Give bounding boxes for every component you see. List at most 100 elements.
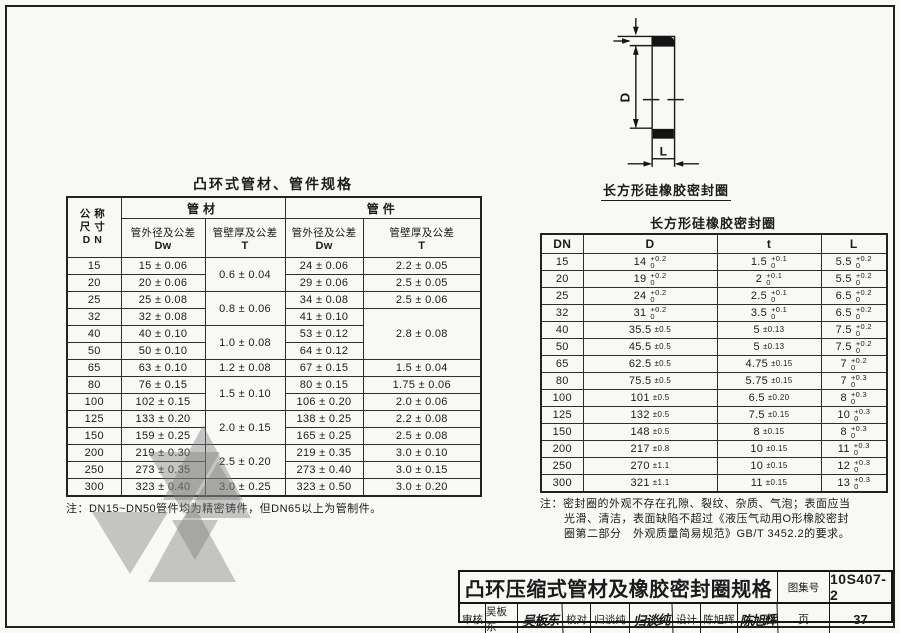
- seal-ring-figure-label: 长方形硅橡胶密封圈: [566, 180, 766, 201]
- table-row: 32 32 ± 0.08 41 ± 0.10 2.8 ± 0.08: [66, 308, 482, 360]
- table-cell: 53 ± 0.12: [284, 325, 364, 343]
- table-cell: 34 ± 0.08: [284, 291, 364, 309]
- table-row: 250 273 ± 0.35 273 ± 0.40 3.0 ± 0.15: [66, 461, 482, 479]
- table-cell: 24 +0.2 0: [582, 287, 718, 305]
- table-cell: 24 ± 0.06: [284, 257, 364, 275]
- table-cell: 321 ±1.1: [582, 474, 718, 493]
- table-cell: 200: [540, 440, 584, 458]
- table-cell: 2.8 ± 0.08: [362, 308, 482, 360]
- table-cell: 100: [540, 389, 584, 407]
- table-cell: 63 ± 0.10: [120, 359, 206, 377]
- col-header-dn: DN: [540, 233, 584, 254]
- title-block-row-1: 凸环压缩式管材及橡胶密封圈规格 图集号 10S407-2: [460, 572, 891, 604]
- table-cell: 2.5 ± 0.20: [204, 444, 286, 479]
- table-cell: 270 ±1.1: [582, 457, 718, 475]
- table-cell: 3.0 ± 0.25: [204, 478, 286, 497]
- table-cell: 7.5 ±0.15: [716, 406, 822, 424]
- checker-label: 校对: [563, 604, 591, 633]
- table-cell: 20 ± 0.06: [120, 274, 206, 292]
- table-cell: 3.5 +0.1 0: [716, 304, 822, 322]
- table-row: 15 14 +0.2 0 1.5 +0.1 0 5.5 +0.2 0: [540, 253, 888, 271]
- pipe-spec-table: 公称 尺寸 DN 管材 管件 管外径及公差 Dw 管壁厚及公差 T 管外径及公差: [66, 196, 483, 497]
- table-cell: 3.0 ± 0.20: [362, 478, 482, 497]
- atlas-number-label: 图集号: [778, 572, 830, 602]
- table-cell: 300: [540, 474, 584, 493]
- table-cell: 62.5 ±0.5: [582, 355, 718, 373]
- table-cell: 12 +0.3 0: [820, 457, 888, 475]
- table-cell: 80 ± 0.15: [284, 376, 364, 394]
- checker-name: 归谈纯: [591, 604, 630, 633]
- table-cell: 101 ±0.5: [582, 389, 718, 407]
- table-cell: 150: [540, 423, 584, 441]
- table-cell: 29 ± 0.06: [284, 274, 364, 292]
- col-header-pipe-od: 管外径及公差 Dw: [120, 218, 206, 258]
- table-cell: 2.0 ± 0.15: [204, 410, 286, 445]
- table-cell: 250: [66, 461, 122, 479]
- table-cell: 15: [66, 257, 122, 275]
- table-cell: 323 ± 0.40: [120, 478, 206, 497]
- pipe-table-title: 凸环式管材、管件规格: [193, 176, 353, 192]
- table-cell: 15 ± 0.06: [120, 257, 206, 275]
- seal-table-title: 长方形硅橡胶密封圈: [649, 216, 776, 231]
- table-cell: 10 ±0.15: [716, 457, 822, 475]
- table-cell: 3.0 ± 0.10: [362, 444, 482, 462]
- table-cell: 7 +0.2 0: [820, 355, 888, 373]
- table-row: 25 24 +0.2 0 2.5 +0.1 0 6.5 +0.2 0: [540, 287, 888, 305]
- table-cell: 159 ± 0.25: [120, 427, 206, 445]
- table-cell: 125: [540, 406, 584, 424]
- col-header-fitting-od: 管外径及公差 Dw: [284, 218, 364, 258]
- page-number-value: 37: [853, 611, 868, 627]
- table-row: 65 62.5 ±0.5 4.75 ±0.15 7 +0.2 0: [540, 355, 888, 373]
- table-cell: 50: [66, 342, 122, 360]
- reviewer-signature: 吴板东: [517, 603, 564, 633]
- table-cell: 8 ±0.15: [716, 423, 822, 441]
- table-cell: 148 ±0.5: [582, 423, 718, 441]
- dim-label-l: L: [660, 145, 668, 159]
- table-row: 25 25 ± 0.08 0.8 ± 0.06 34 ± 0.08 2.5 ± 0.06: [66, 291, 482, 326]
- table-cell: 5 ±0.13: [716, 321, 822, 339]
- table-row: 20 20 ± 0.06 29 ± 0.06 2.5 ± 0.05: [66, 274, 482, 292]
- table-cell: 14 +0.2 0: [582, 253, 718, 271]
- col-header-l: L: [820, 233, 888, 254]
- table-cell: 6.5 +0.2 0: [820, 287, 888, 305]
- table-cell: 20: [66, 274, 122, 292]
- table-header-row: 管外径及公差 Dw 管壁厚及公差 T 管外径及公差 Dw 管壁厚及公差 T: [67, 218, 482, 258]
- table-cell: 15: [540, 253, 584, 271]
- table-cell: 1.5 ± 0.04: [362, 359, 482, 377]
- table-cell: 8 +0.3 0: [820, 389, 888, 407]
- atlas-number-value: 10S407-2: [830, 572, 887, 602]
- note-line: 光滑、清洁，表面缺陷不超过《液压气动用O形橡胶密封: [564, 513, 850, 525]
- table-cell: 200: [66, 444, 122, 462]
- table-cell: 8 +0.3 0: [820, 423, 888, 441]
- table-cell: 133 ± 0.20: [120, 410, 206, 428]
- page-number-label: 页: [778, 604, 830, 633]
- table-row: 150 159 ± 0.25 165 ± 0.25 2.5 ± 0.08: [66, 427, 482, 445]
- table-cell: 150: [66, 427, 122, 445]
- table-cell: 40: [66, 325, 122, 343]
- table-cell: 250: [540, 457, 584, 475]
- table-header-row: 公称 尺寸 DN 管材 管件: [66, 196, 482, 258]
- table-row: 300 323 ± 0.40 3.0 ± 0.25 323 ± 0.50 3.0 ± 0…: [66, 478, 482, 497]
- table-row: 65 63 ± 0.10 1.2 ± 0.08 67 ± 0.15 1.5 ± 0.04: [66, 359, 482, 377]
- table-cell: 10 +0.3 0: [820, 406, 888, 424]
- table-cell: 31 +0.2 0: [582, 304, 718, 322]
- col-header-t: t: [716, 233, 822, 254]
- table-cell: 25 ± 0.08: [120, 291, 206, 309]
- checker-signature: 归谈纯: [629, 603, 674, 633]
- table-cell: 45.5 ±0.5: [582, 338, 718, 356]
- seal-ring-cross-section-figure: D L: [613, 18, 700, 167]
- table-row: 15 15 ± 0.06 0.6 ± 0.04 24 ± 0.06 2.2 ± 0.05: [66, 257, 482, 292]
- table-cell: 4.75 ±0.15: [716, 355, 822, 373]
- table-cell: 25: [66, 291, 122, 309]
- table-cell: 2 +0.1 0: [716, 270, 822, 288]
- col-header-fitting: 管件: [284, 196, 482, 219]
- table-cell: 138 ± 0.25: [284, 410, 364, 428]
- table-row: 80 75.5 ±0.5 5.75 ±0.15 7 +0.3 0: [540, 372, 888, 390]
- table-cell: 2.5 ± 0.06: [362, 291, 482, 309]
- table-cell: 132 ±0.5: [582, 406, 718, 424]
- note-line: 圈第二部分 外观质量简易规范》GB/T 3452.2的要求。: [564, 528, 851, 540]
- watermark-triangle: [172, 520, 218, 560]
- table-cell: 6.5 +0.2 0: [820, 304, 888, 322]
- table-cell: 2.5 ± 0.05: [362, 274, 482, 292]
- table-cell: 1.75 ± 0.06: [362, 376, 482, 394]
